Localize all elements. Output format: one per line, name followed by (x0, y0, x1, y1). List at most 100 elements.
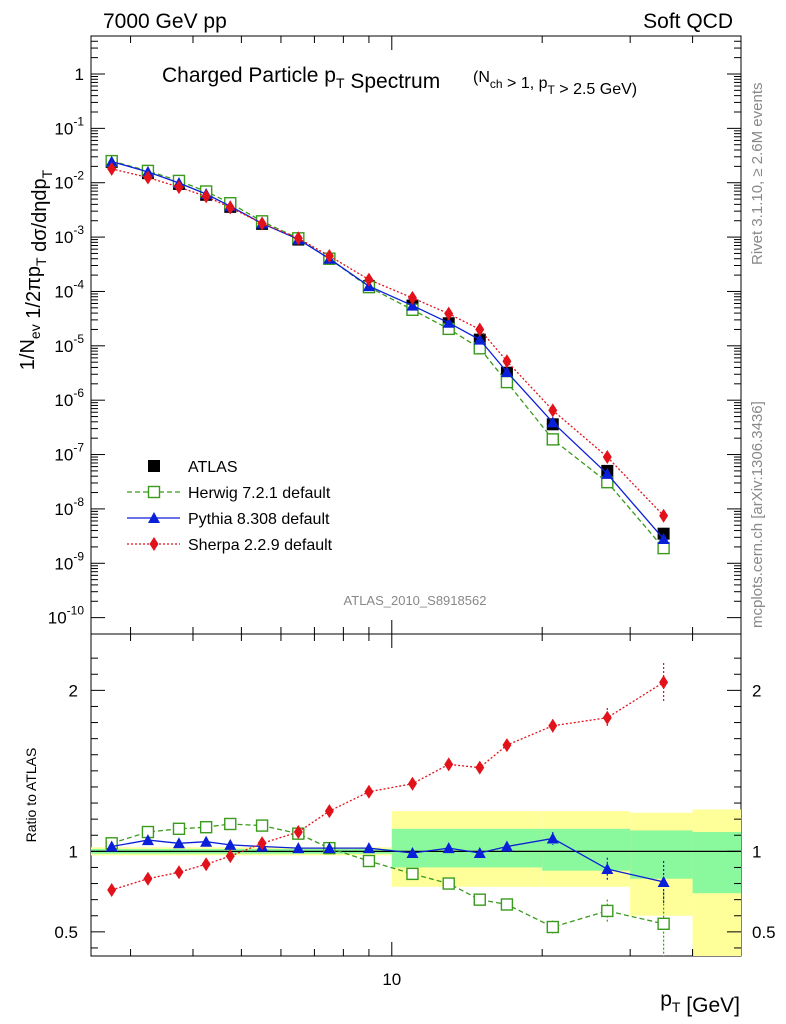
y-axis-label: 1/Nev 1/2πpT dσ/dηdpT (17, 169, 55, 370)
ratio-point-pythia (141, 834, 154, 846)
legend-label-sherpa: Sherpa 2.2.9 default (188, 537, 333, 554)
ratio-line-herwig (111, 823, 664, 928)
ratio-point-sherpa (174, 865, 184, 880)
ratio-y-tick-label: 0.5 (752, 923, 776, 942)
ratio-point-pythia (657, 875, 670, 887)
legend-marker-sherpa (149, 537, 159, 551)
spectrum-point-pythia (657, 532, 670, 544)
ratio-point-pythia (546, 832, 559, 844)
spectrum-point-sherpa (475, 322, 485, 337)
legend-marker-herwig (147, 485, 161, 499)
y-tick-label: 10-9 (54, 549, 84, 573)
spectrum-point-pythia (546, 416, 559, 428)
ratio-y-tick-label: 2 (69, 681, 78, 700)
ratio-point-herwig (500, 898, 514, 911)
ratio-point-sherpa (293, 825, 303, 840)
legend-marker-atlas (148, 460, 160, 472)
spectrum-point-herwig (500, 375, 514, 389)
spectrum-point-sherpa (293, 231, 303, 246)
y-tick-label: 10-4 (54, 277, 84, 301)
ratio-point-sherpa (201, 857, 211, 872)
ratio-point-herwig (657, 917, 670, 930)
spectrum-point-sherpa (324, 248, 334, 263)
spectrum-point-pythia (473, 333, 486, 345)
ratio-band-stat (630, 830, 693, 879)
y-tick-label: 1 (75, 65, 84, 84)
ratio-point-sherpa (444, 757, 454, 772)
y-tick-label: 10-7 (54, 441, 84, 465)
header-category: Soft QCD (643, 10, 733, 33)
ratio-point-herwig (199, 821, 213, 834)
spectrum-point-sherpa (659, 508, 669, 523)
legend-label-herwig: Herwig 7.2.1 default (188, 485, 331, 502)
ratio-point-herwig (473, 893, 486, 906)
ratio-point-sherpa (107, 882, 117, 897)
ratio-point-sherpa (475, 760, 485, 775)
watermark: ATLAS_2010_S8918562 (344, 593, 487, 608)
spectrum-point-sherpa (407, 290, 417, 305)
legend-label-pythia: Pythia 8.308 default (188, 511, 330, 528)
plot-subtitle: (Nch > 1, pT > 2.5 GeV) (473, 69, 637, 98)
spectrum-point-sherpa (174, 180, 184, 195)
spectrum-point-herwig (546, 433, 559, 446)
y-tick-label: 10-8 (54, 495, 84, 519)
y-tick-label: 10-2 (54, 169, 84, 193)
ratio-y-tick-label: 1 (69, 842, 78, 861)
ratio-point-pythia (601, 863, 614, 875)
ratio-band-stat (542, 828, 631, 871)
ratio-y-tick-label: 0.5 (54, 923, 78, 942)
ratio-point-sherpa (407, 776, 417, 791)
plot-title: Charged Particle pT Spectrum (162, 64, 440, 93)
y-tick-label: 10-5 (54, 332, 84, 356)
spectrum-point-pythia (105, 155, 118, 167)
spectrum-point-sherpa (502, 354, 512, 369)
header-energy: 7000 GeV pp (103, 10, 227, 33)
ratio-point-pythia (500, 840, 513, 852)
ratio-band-stat (692, 832, 741, 894)
ratio-point-pythia (224, 838, 237, 850)
ratio-point-pythia (292, 842, 305, 854)
spectrum-point-pythia (500, 365, 513, 377)
ratio-point-herwig (255, 819, 269, 832)
ratio-point-sherpa (324, 804, 334, 819)
ratio-point-pythia (473, 846, 486, 858)
legend-marker-pythia (148, 512, 160, 523)
ratio-band-stat (391, 828, 543, 868)
ratio-point-herwig (406, 867, 419, 881)
ratio-point-sherpa (502, 738, 512, 753)
ratio-point-sherpa (548, 718, 558, 733)
ratio-point-pythia (406, 846, 419, 858)
y-tick-label: 10-10 (48, 604, 85, 628)
ratio-point-sherpa (143, 871, 153, 886)
y-tick-label: 10-1 (54, 114, 84, 138)
spectrum-line-sherpa (111, 168, 665, 517)
spectrum-point-sherpa (364, 272, 374, 287)
ratio-y-axis-label: Ratio to ATLAS (23, 748, 39, 843)
spectrum-point-pythia (406, 299, 419, 311)
spectrum-point-sherpa (143, 170, 153, 185)
y-tick-label: 10-3 (54, 223, 84, 247)
rivet-label: Rivet 3.1.10, ≥ 2.6M events (749, 83, 766, 266)
ratio-point-herwig (601, 904, 614, 918)
x-axis-label: pT [GeV] (660, 988, 740, 1017)
ratio-point-herwig (442, 877, 455, 890)
spectrum-point-sherpa (602, 450, 612, 465)
spectrum-point-sherpa (225, 200, 235, 215)
ratio-point-pythia (200, 835, 213, 847)
spectrum-point-sherpa (257, 216, 267, 231)
spectrum-point-sherpa (201, 189, 211, 204)
ratio-point-pythia (323, 842, 336, 854)
spectrum-point-herwig (657, 541, 670, 555)
ratio-point-pythia (172, 837, 185, 849)
y-tick-label: 10-6 (54, 386, 84, 410)
mcplots-label: mcplots.cern.ch [arXiv:1306.3436] (749, 401, 766, 628)
spectrum-point-sherpa (107, 161, 117, 176)
x-tick-label: 10 (382, 970, 401, 989)
spectrum-point-pythia (601, 467, 614, 479)
ratio-y-tick-label: 2 (752, 681, 761, 700)
ratio-point-pythia (362, 842, 375, 854)
ratio-point-herwig (546, 920, 559, 934)
spectrum-point-pythia (442, 316, 455, 328)
ratio-point-sherpa (364, 784, 374, 799)
